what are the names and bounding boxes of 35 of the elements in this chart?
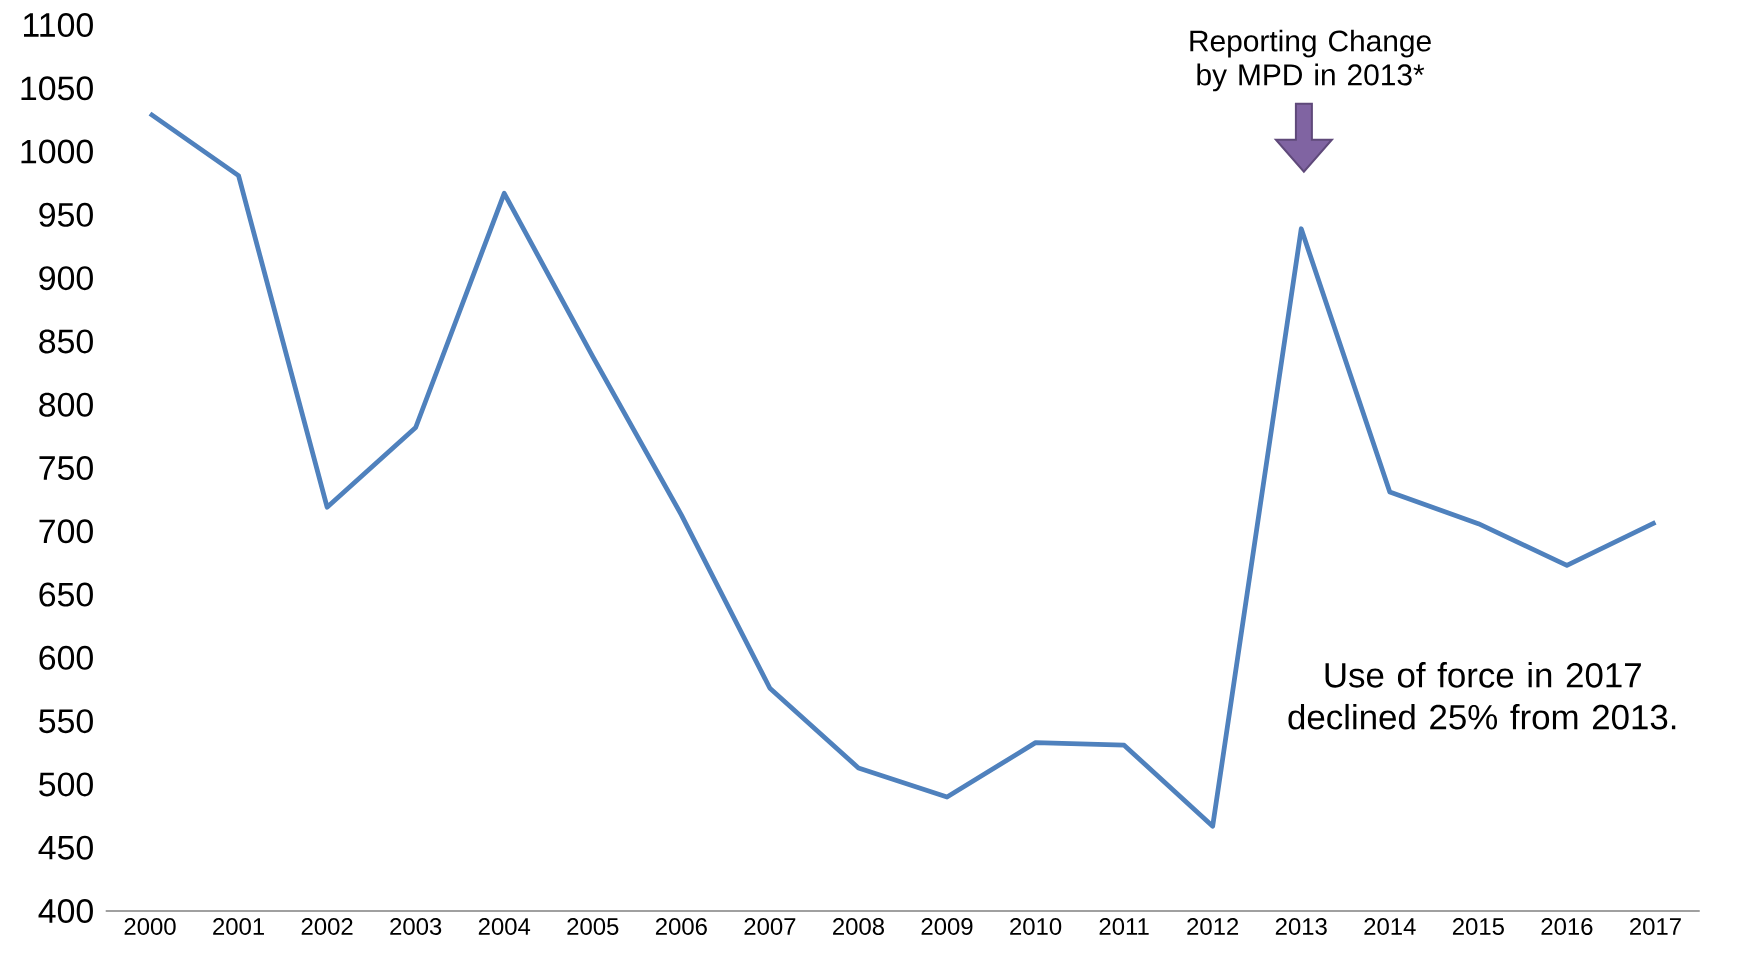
y-tick-label: 800: [39, 392, 93, 417]
y-tick-label: 550: [39, 709, 93, 734]
y-tick-label: 950: [39, 202, 93, 227]
x-tick-label: 2006: [655, 918, 707, 935]
y-tick-label: 900: [39, 266, 93, 291]
annotation: Reporting Change by MPD in 2013*: [1190, 29, 1431, 92]
x-tick-label: 2016: [1541, 918, 1593, 935]
y-tick-label: 500: [39, 772, 93, 797]
x-tick-label: 2004: [478, 918, 531, 935]
y-tick-label: 700: [39, 519, 93, 544]
y-tick-label: 600: [39, 645, 93, 670]
x-tick-label: 2014: [1364, 918, 1416, 935]
y-tick-label: 1100: [24, 13, 93, 37]
y-tick-label: 1050: [21, 76, 93, 101]
x-tick-label: 2013: [1275, 918, 1327, 935]
x-tick-label: 2008: [833, 918, 884, 935]
y-tick-label: 450: [38, 835, 93, 860]
x-tick-label: 2010: [1010, 918, 1062, 935]
x-tick-label: 2003: [390, 918, 442, 935]
x-tick-label: 2007: [744, 918, 796, 935]
x-tick-label: 2002: [301, 918, 353, 935]
x-tick-label: 2012: [1187, 918, 1239, 935]
x-tick-label: 2005: [567, 918, 619, 935]
y-tick-label: 850: [39, 329, 93, 354]
x-tick-label: 2009: [921, 918, 973, 935]
y-tick-label: 1000: [21, 139, 93, 164]
y-tick-label: 400: [38, 899, 93, 923]
y-tick-label: 650: [39, 582, 93, 607]
x-tick-label: 2000: [124, 918, 176, 935]
x-tick-label: 2015: [1452, 918, 1504, 935]
x-tick-label: 2011: [1099, 918, 1149, 935]
x-tick-label: 2001: [213, 918, 264, 935]
annotation: Use of force in 2017 declined 25% from 2013.: [1288, 662, 1676, 730]
x-tick-label: 2017: [1630, 918, 1681, 935]
y-tick-label: 750: [39, 456, 93, 480]
